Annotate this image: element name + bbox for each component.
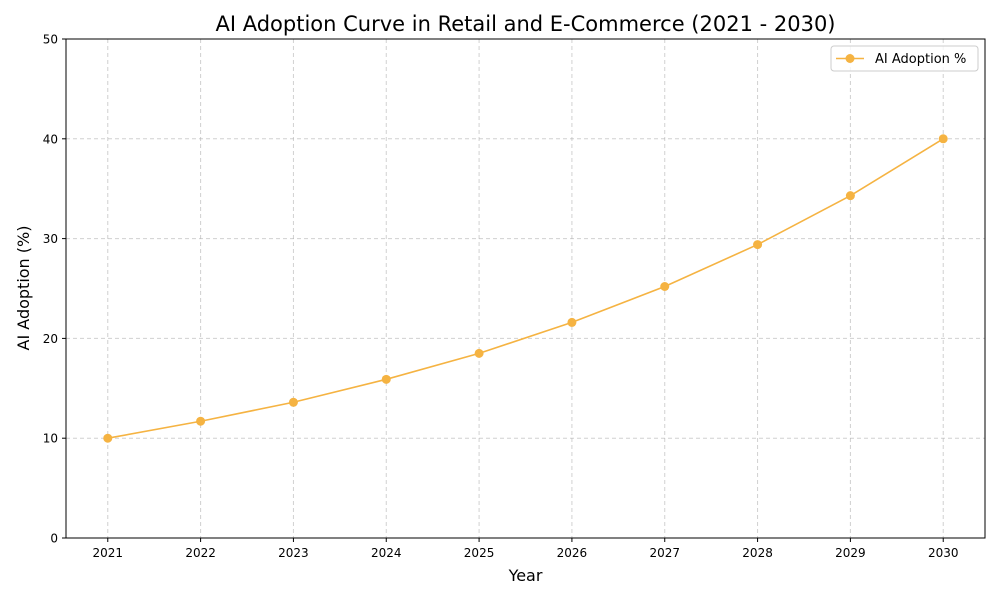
plot-frame — [65, 38, 986, 539]
data-point — [938, 134, 948, 144]
y-tick-label: 50 — [43, 33, 58, 47]
data-point — [381, 374, 391, 384]
series — [103, 134, 948, 443]
x-tick-label: 2022 — [185, 546, 216, 560]
data-point — [103, 433, 113, 443]
chart-title: AI Adoption Curve in Retail and E-Commer… — [216, 12, 836, 36]
y-axis-label: AI Adoption (%) — [14, 226, 33, 351]
data-point — [288, 397, 298, 407]
x-tick-label: 2027 — [649, 546, 680, 560]
x-tick-label: 2025 — [464, 546, 495, 560]
x-tick-label: 2026 — [557, 546, 588, 560]
y-tick-label: 20 — [43, 332, 58, 346]
x-tick-label: 2021 — [92, 546, 123, 560]
data-point — [474, 348, 484, 358]
x-axis-label: Year — [508, 566, 543, 585]
y-tick-label: 30 — [43, 232, 58, 246]
grid — [66, 38, 985, 539]
legend: AI Adoption % — [830, 45, 979, 72]
legend-marker — [845, 54, 855, 63]
series-line — [107, 138, 944, 439]
x-tick-label: 2023 — [278, 546, 309, 560]
data-point — [567, 317, 577, 327]
data-point — [753, 240, 763, 250]
x-tick-label: 2029 — [835, 546, 866, 560]
data-point — [196, 416, 206, 426]
y-tick-label: 40 — [43, 132, 58, 146]
y-tick-label: 10 — [43, 432, 58, 446]
x-tick-label: 2024 — [371, 546, 402, 560]
y-tick-label: 0 — [50, 532, 58, 546]
legend-label: AI Adoption % — [875, 52, 966, 67]
legend-box — [830, 45, 979, 72]
ticks: 2021 2022 2023 2024 2025 2026 2027 2028 2029 2030… — [43, 33, 959, 561]
x-tick-label: 2030 — [928, 546, 959, 560]
x-tick-label: 2028 — [742, 546, 773, 560]
data-point — [845, 191, 855, 201]
data-point — [660, 282, 670, 292]
